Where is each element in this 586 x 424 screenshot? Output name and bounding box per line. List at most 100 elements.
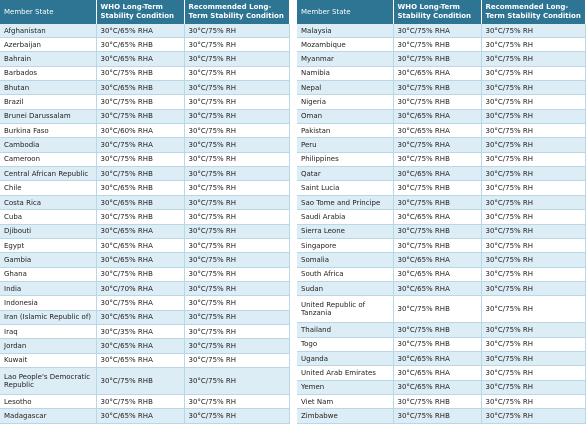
table-row: Lesotho 30°C/75% RHB 30°C/75% RH bbox=[0, 394, 290, 410]
stability-condition: 30°C/75% RH bbox=[481, 123, 586, 139]
stability-condition: 30°C/75% RH bbox=[481, 365, 586, 381]
table-row: Mozambique 30°C/75% RHB 30°C/75% RH bbox=[297, 37, 586, 53]
table-row: Yemen 30°C/65% RHA 30°C/75% RH bbox=[297, 380, 586, 396]
table-row: Togo 30°C/75% RHB 30°C/75% RH bbox=[297, 337, 586, 353]
table-row: Uganda 30°C/65% RHA 30°C/75% RH bbox=[297, 351, 586, 367]
member-state: Costa Rica bbox=[0, 195, 97, 211]
header-row: Member State WHO Long-Term Stability Cond… bbox=[0, 0, 290, 24]
member-state: Zimbabwe bbox=[297, 408, 394, 424]
table-row: Singapore 30°C/75% RHB 30°C/75% RH bbox=[297, 238, 586, 254]
stability-condition: 30°C/75% RHB bbox=[393, 195, 482, 211]
member-state: Madagascar bbox=[0, 408, 97, 424]
table-row: Cameroon 30°C/75% RHB 30°C/75% RH bbox=[0, 152, 290, 168]
table-row: Madagascar 30°C/65% RHA 30°C/75% RH bbox=[0, 408, 290, 424]
table-row: Azerbaijan 30°C/65% RHB 30°C/75% RH bbox=[0, 37, 290, 53]
member-state: Brazil bbox=[0, 94, 97, 110]
table-row: Cuba 30°C/75% RHB 30°C/75% RH bbox=[0, 209, 290, 225]
table-row: Lao People's Democratic Republic 30°C/75%… bbox=[0, 367, 290, 396]
table-body: Malaysia 30°C/75% RHA 30°C/75% RH Mozambiqu… bbox=[297, 24, 586, 424]
stability-condition: 30°C/75% RHB bbox=[393, 394, 482, 410]
member-state: Mozambique bbox=[297, 37, 394, 53]
stability-condition: 30°C/75% RHB bbox=[393, 238, 482, 254]
member-state: Lao People's Democratic Republic bbox=[0, 367, 97, 396]
member-state: Sierra Leone bbox=[297, 224, 394, 239]
table-row: Myanmar 30°C/75% RHB 30°C/75% RH bbox=[297, 51, 586, 67]
stability-condition: 30°C/75% RHB bbox=[393, 322, 482, 338]
member-state: India bbox=[0, 281, 97, 297]
member-state: United Republic of Tanzania bbox=[297, 295, 394, 324]
member-state: Singapore bbox=[297, 238, 394, 254]
table-row: Gambia 30°C/65% RHA 30°C/75% RH bbox=[0, 252, 290, 268]
table-row: Nepal 30°C/75% RHB 30°C/75% RH bbox=[297, 80, 586, 96]
stability-condition: 30°C/75% RH bbox=[481, 94, 586, 110]
member-state: Philippines bbox=[297, 152, 394, 168]
stability-condition: 30°C/75% RHA bbox=[393, 24, 482, 39]
member-state: Djibouti bbox=[0, 224, 97, 239]
stability-condition: 30°C/75% RHB bbox=[393, 224, 482, 239]
member-state: Myanmar bbox=[297, 51, 394, 67]
stability-condition: 30°C/65% RHA bbox=[96, 238, 185, 254]
stability-condition: 30°C/65% RHB bbox=[96, 37, 185, 53]
table-row: Zimbabwe 30°C/75% RHB 30°C/75% RH bbox=[297, 408, 586, 424]
column-header: Recommended Long-Term Stability Conditio… bbox=[481, 0, 586, 24]
stability-condition: 30°C/75% RHB bbox=[96, 109, 185, 125]
stability-condition: 30°C/65% RHA bbox=[96, 51, 185, 67]
stability-condition: 30°C/75% RH bbox=[184, 37, 290, 53]
table-row: Iran (Islamic Republic of) 30°C/65% RHA 30… bbox=[0, 310, 290, 325]
stability-condition: 30°C/75% RHB bbox=[96, 94, 185, 110]
header-row: Member State WHO Long-Term Stability Cond… bbox=[297, 0, 586, 24]
stability-condition: 30°C/75% RH bbox=[481, 322, 586, 338]
stability-condition: 30°C/75% RH bbox=[481, 351, 586, 367]
stability-condition: 30°C/75% RH bbox=[481, 109, 586, 125]
stability-condition: 30°C/75% RH bbox=[481, 24, 586, 39]
stability-condition: 30°C/75% RH bbox=[184, 252, 290, 268]
table-row: Kuwait 30°C/65% RHA 30°C/75% RH bbox=[0, 353, 290, 368]
member-state: Qatar bbox=[297, 166, 394, 182]
stability-condition: 30°C/75% RHB bbox=[96, 394, 185, 410]
stability-condition: 30°C/75% RH bbox=[184, 267, 290, 282]
table-row: Brazil 30°C/75% RHB 30°C/75% RH bbox=[0, 94, 290, 110]
stability-condition: 30°C/75% RH bbox=[184, 310, 290, 325]
stability-condition: 30°C/75% RH bbox=[481, 408, 586, 424]
table-row: Jordan 30°C/65% RHA 30°C/75% RH bbox=[0, 338, 290, 354]
stability-condition: 30°C/75% RH bbox=[184, 166, 290, 182]
stability-condition: 30°C/75% RH bbox=[481, 51, 586, 67]
stability-condition: 30°C/65% RHB bbox=[96, 180, 185, 196]
stability-condition: 30°C/75% RH bbox=[184, 123, 290, 139]
stability-condition: 30°C/75% RHB bbox=[393, 51, 482, 67]
stability-condition: 30°C/75% RHB bbox=[393, 337, 482, 353]
table-row: India 30°C/70% RHA 30°C/75% RH bbox=[0, 281, 290, 297]
member-state: Chile bbox=[0, 180, 97, 196]
member-state: Nepal bbox=[297, 80, 394, 96]
stability-condition: 30°C/75% RH bbox=[481, 224, 586, 239]
member-state: Nigeria bbox=[297, 94, 394, 110]
stability-condition: 30°C/65% RHA bbox=[96, 252, 185, 268]
member-state: Cambodia bbox=[0, 137, 97, 153]
stability-condition: 30°C/65% RHB bbox=[96, 195, 185, 211]
table-row: United Republic of Tanzania 30°C/75% RHB 3… bbox=[297, 295, 586, 324]
stability-condition: 30°C/75% RH bbox=[184, 195, 290, 211]
member-state: Namibia bbox=[297, 66, 394, 82]
member-state: Cameroon bbox=[0, 152, 97, 168]
stability-condition: 30°C/65% RHA bbox=[393, 281, 482, 297]
stability-condition: 30°C/75% RH bbox=[481, 394, 586, 410]
stability-condition: 30°C/75% RH bbox=[184, 66, 290, 82]
stability-condition: 30°C/75% RHB bbox=[393, 37, 482, 53]
table-row: Barbados 30°C/75% RHB 30°C/75% RH bbox=[0, 66, 290, 82]
stability-condition: 30°C/75% RH bbox=[184, 238, 290, 254]
stability-condition: 30°C/75% RHA bbox=[96, 137, 185, 153]
stability-condition: 30°C/75% RH bbox=[481, 137, 586, 153]
stability-condition: 30°C/65% RHB bbox=[96, 80, 185, 96]
table-row: Somalia 30°C/65% RHA 30°C/75% RH bbox=[297, 252, 586, 268]
stability-condition: 30°C/75% RH bbox=[184, 180, 290, 196]
member-state: Iran (Islamic Republic of) bbox=[0, 310, 97, 325]
member-state: Indonesia bbox=[0, 295, 97, 311]
table-row: Burkina Faso 30°C/60% RHA 30°C/75% RH bbox=[0, 123, 290, 139]
table-row: Nigeria 30°C/75% RHB 30°C/75% RH bbox=[297, 94, 586, 110]
stability-condition: 30°C/70% RHA bbox=[96, 281, 185, 297]
column-header: Member State bbox=[0, 0, 97, 24]
member-state: Cuba bbox=[0, 209, 97, 225]
stability-condition: 30°C/75% RHB bbox=[96, 166, 185, 182]
stability-condition: 30°C/75% RH bbox=[184, 137, 290, 153]
stability-table: Member State WHO Long-Term Stability Cond… bbox=[297, 0, 586, 424]
